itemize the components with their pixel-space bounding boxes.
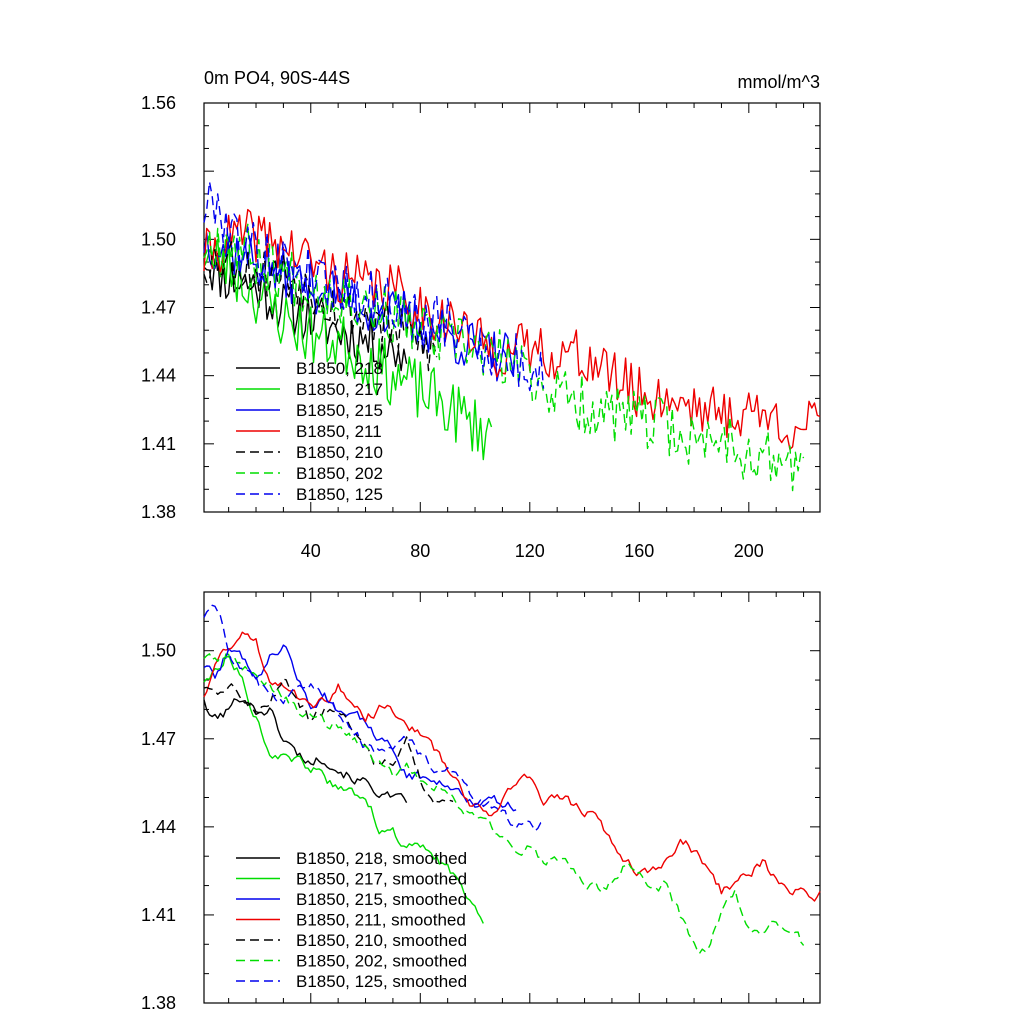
top-panel-title: 0m PO4, 90S-44S xyxy=(204,68,350,88)
series-line xyxy=(203,644,517,812)
y-tick-label: 1.38 xyxy=(141,502,176,522)
series-line xyxy=(203,238,493,461)
legend-label: B1850, 125 xyxy=(296,485,383,504)
top-panel-units: mmol/m^3 xyxy=(738,72,820,92)
series-line xyxy=(203,241,438,372)
y-tick-label: 1.44 xyxy=(141,366,176,386)
legend-label: B1850, 218, smoothed xyxy=(296,849,467,868)
x-tick-label: 80 xyxy=(410,541,430,561)
series-line xyxy=(203,653,805,955)
y-tick-label: 1.44 xyxy=(141,817,176,837)
y-tick-label: 1.50 xyxy=(141,229,176,249)
y-tick-label: 1.50 xyxy=(141,641,176,661)
x-tick-label: 40 xyxy=(301,541,321,561)
y-tick-label: 1.56 xyxy=(141,93,176,113)
legend-label: B1850, 218 xyxy=(296,359,383,378)
legend-label: B1850, 125, smoothed xyxy=(296,972,467,991)
legend-label: B1850, 215, smoothed xyxy=(296,890,467,909)
series-line xyxy=(203,678,454,805)
x-tick-label: 160 xyxy=(624,541,654,561)
series-line xyxy=(203,181,545,392)
y-tick-label: 1.41 xyxy=(141,905,176,925)
y-tick-label: 1.47 xyxy=(141,729,176,749)
series-line xyxy=(203,208,821,450)
series-line xyxy=(203,604,544,832)
legend-label: B1850, 202 xyxy=(296,464,383,483)
y-tick-label: 1.53 xyxy=(141,161,176,181)
legend-label: B1850, 210 xyxy=(296,443,383,462)
legend-label: B1850, 215 xyxy=(296,401,383,420)
legend-label: B1850, 210, smoothed xyxy=(296,931,467,950)
x-tick-label: 120 xyxy=(515,541,545,561)
y-tick-label: 1.41 xyxy=(141,434,176,454)
top-panel: 0m PO4, 90S-44S mmol/m^3 1.38 1.41 1.44 1.4… xyxy=(141,68,821,561)
series-line xyxy=(203,223,805,492)
legend-label: B1850, 202, smoothed xyxy=(296,952,467,971)
series-line xyxy=(203,653,484,924)
y-tick-label: 1.38 xyxy=(141,993,176,1013)
series-line xyxy=(203,698,408,804)
x-tick-label: 200 xyxy=(734,541,764,561)
y-tick-label: 1.47 xyxy=(141,298,176,318)
legend-label: B1850, 217, smoothed xyxy=(296,870,467,889)
bottom-panel: 1.38 1.41 1.44 1.47 1.50 B1850, 218, smoothed… xyxy=(141,591,821,1013)
legend-label: B1850, 217 xyxy=(296,380,383,399)
legend-label: B1850, 211 xyxy=(296,422,382,441)
legend-label: B1850, 211, smoothed xyxy=(296,911,466,930)
series-line xyxy=(203,631,821,902)
